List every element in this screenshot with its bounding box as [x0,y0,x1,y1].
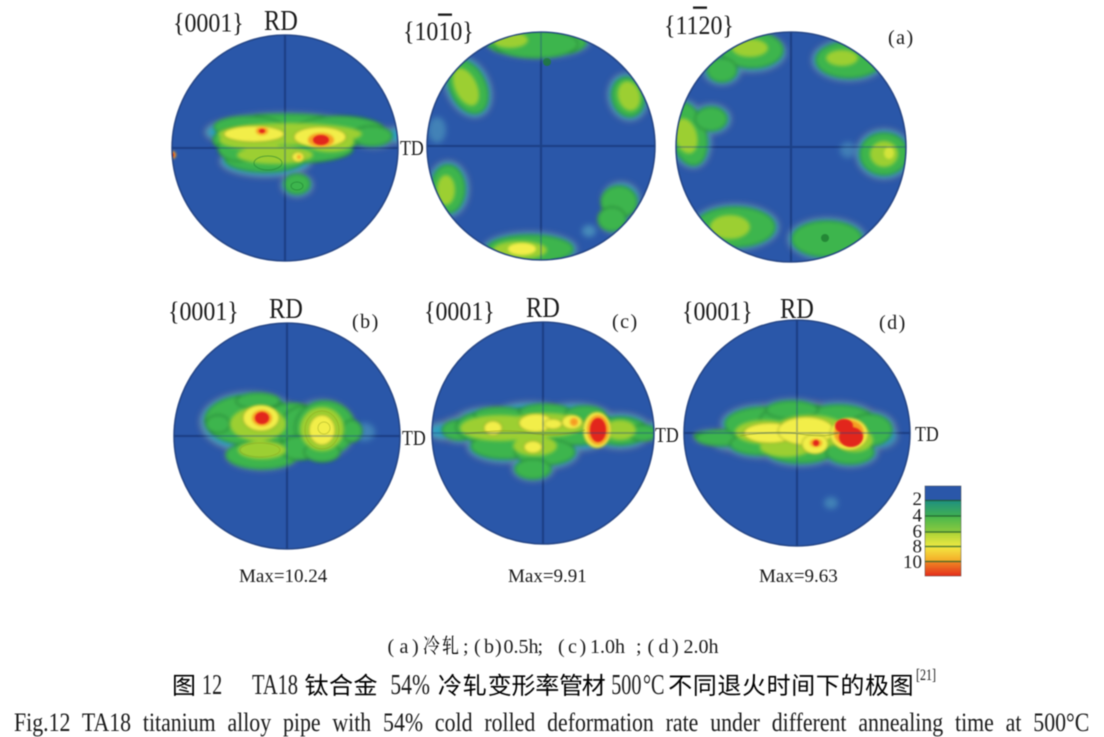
svg-text:TD: TD [402,428,426,451]
svg-text:(b): (b) [352,311,380,333]
svg-text:): ) [672,636,679,658]
svg-text:d: d [659,636,669,658]
svg-text:c: c [568,636,577,658]
svg-text:;: ; [463,636,469,658]
svg-text:RD: RD [264,4,298,36]
svg-text:(: ( [474,636,481,658]
svg-text:TD: TD [400,138,424,161]
svg-text:10: 10 [903,552,922,573]
svg-text:;: ; [636,636,642,658]
svg-text:{0001}: {0001} [168,298,239,326]
svg-text:2: 2 [913,489,923,510]
svg-text:12: 12 [202,670,222,701]
svg-text:RD: RD [269,292,303,324]
svg-text:{1120}: {1120} [664,12,734,40]
svg-text:(: ( [648,636,655,658]
svg-text:): ) [580,636,587,658]
svg-text:{1010}: {1010} [403,18,474,46]
svg-text:b: b [484,636,494,658]
svg-text:TD: TD [915,424,939,447]
svg-text:Max=9.63: Max=9.63 [759,566,838,587]
svg-text:{0001}: {0001} [682,298,753,326]
svg-text:(a): (a) [888,27,915,49]
svg-text:TA18: TA18 [252,670,298,701]
svg-text:0.5h: 0.5h [504,636,539,658]
svg-text:a: a [400,636,409,658]
svg-text:(: ( [558,636,565,658]
svg-text:;: ; [538,636,544,658]
svg-text:8: 8 [913,537,923,558]
svg-text:{0001}: {0001} [173,10,244,38]
svg-text:): ) [412,636,419,658]
svg-text:6: 6 [913,522,923,543]
svg-text:Fig.12 TA18 titanium alloy pi: Fig.12 TA18 titanium alloy pipe with 54%… [14,709,1089,737]
svg-text:°C: °C [643,670,664,701]
svg-text:{0001}: {0001} [424,298,495,326]
svg-text:Max=9.91: Max=9.91 [508,566,587,587]
svg-text:[21]: [21] [916,666,936,684]
svg-text:RD: RD [780,292,814,324]
svg-text:(d): (d) [879,312,907,334]
svg-text:2.0h: 2.0h [684,636,719,658]
svg-text:): ) [495,636,502,658]
svg-text:(: ( [388,636,395,658]
svg-text:Max=10.24: Max=10.24 [239,566,328,587]
svg-text:500: 500 [611,670,641,701]
svg-text:(c): (c) [612,311,639,333]
svg-text:RD: RD [526,291,560,323]
svg-text:TD: TD [655,425,679,448]
svg-text:4: 4 [913,506,923,527]
svg-text:54%: 54% [390,670,430,700]
svg-text:1.0h: 1.0h [590,636,625,658]
